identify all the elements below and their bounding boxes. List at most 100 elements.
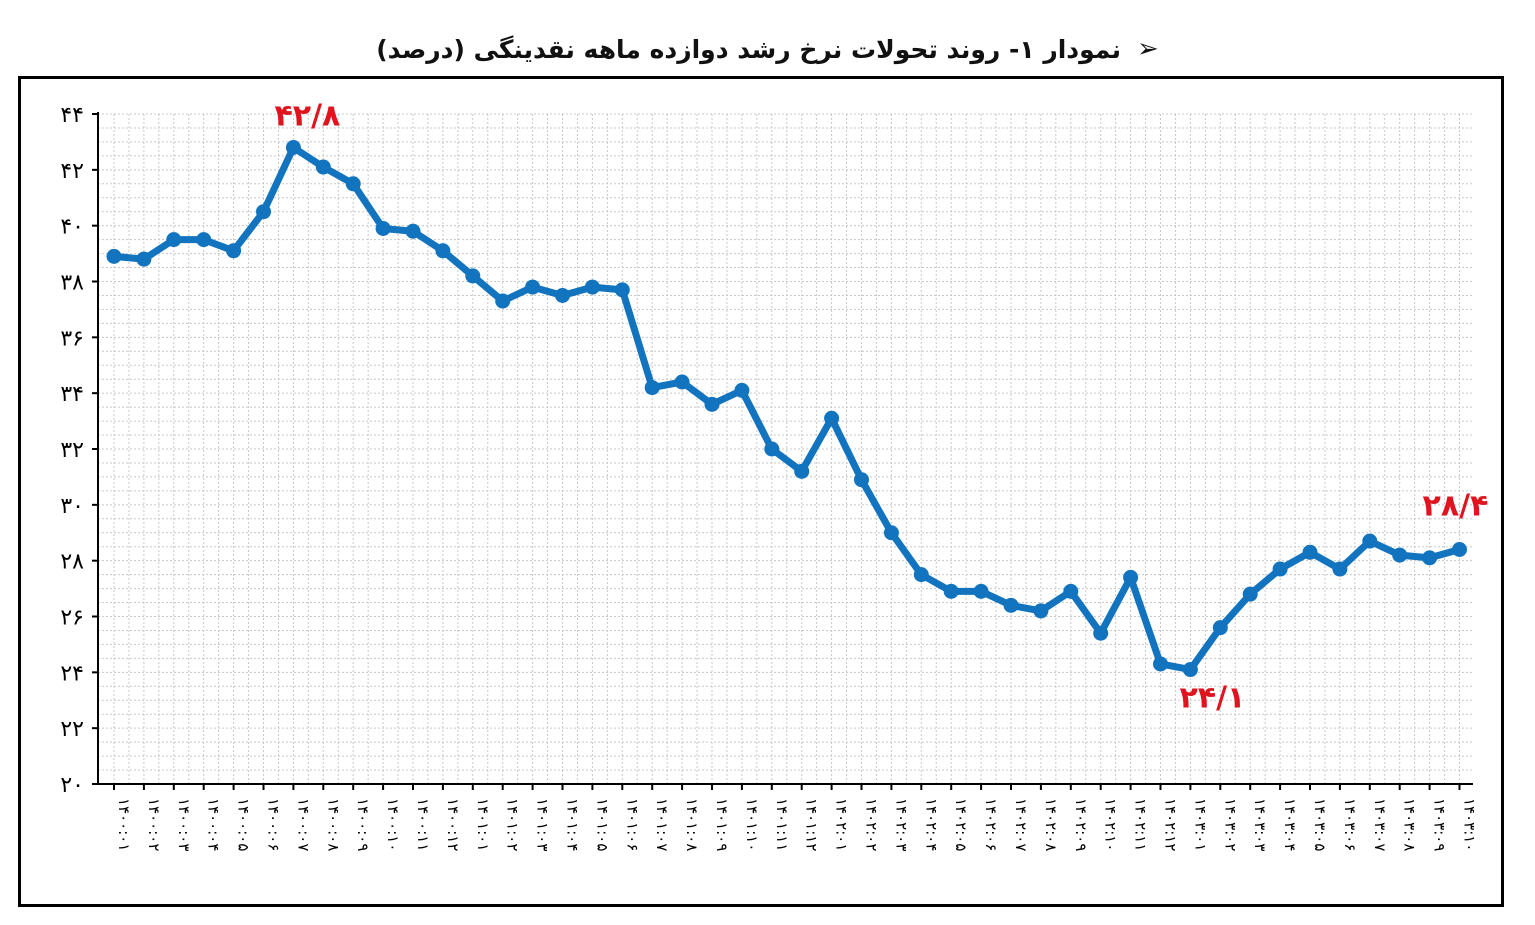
data-point: [584, 279, 600, 295]
x-tick-label: ۱۴۰۳:۰۳: [1251, 798, 1269, 851]
x-tick-label: ۱۴۰۱:۱۰: [743, 798, 761, 851]
data-point: [166, 232, 182, 248]
x-tick-label: ۱۴۰۱:۱۲: [803, 798, 821, 851]
arrow-bullet-icon: ➢: [1136, 34, 1159, 64]
x-tick-label: ۱۴۰۰:۰۳: [175, 798, 193, 851]
x-tick-label: ۱۴۰۳:۰۵: [1311, 798, 1329, 851]
data-point: [1332, 561, 1348, 577]
data-point: [226, 243, 242, 259]
data-point: [1272, 561, 1288, 577]
data-point: [405, 223, 421, 239]
data-point: [1033, 603, 1049, 619]
y-tick-label: ۳۰: [60, 494, 84, 519]
y-tick-label: ۴۴: [60, 103, 84, 128]
y-tick-label: ۲۸: [60, 550, 84, 575]
x-tick-label: ۱۴۰۱:۰۹: [713, 798, 731, 851]
y-tick-label: ۳۶: [60, 326, 84, 351]
x-tick-label: ۱۴۰۳:۰۱: [1191, 798, 1209, 851]
data-point: [285, 140, 301, 155]
x-tick-label: ۱۴۰۰:۱۱: [414, 798, 432, 851]
data-point: [704, 396, 720, 412]
x-tick-label: ۱۴۰۲:۰۲: [863, 798, 881, 851]
data-point: [555, 287, 570, 303]
x-tick-label: ۱۴۰۲:۰۶: [982, 798, 1000, 851]
data-point: [1123, 569, 1139, 585]
data-point: [435, 243, 451, 259]
x-tick-label: ۱۴۰۰:۱۰: [384, 798, 402, 851]
x-tick-label: ۱۴۰۲:۱۰: [1102, 798, 1120, 851]
y-tick-label: ۴۰: [60, 215, 84, 240]
title-row: نمودار ۱- روند تحولات نرخ رشد دوازده ماه…: [0, 24, 1535, 74]
x-tick-label: ۱۴۰۰:۰۹: [354, 798, 372, 851]
x-tick-label: ۱۴۰۱:۰۳: [534, 798, 552, 851]
data-label: ۲۴/۱: [1179, 681, 1245, 716]
x-tick-label: ۱۴۰۱:۱۱: [773, 798, 791, 851]
x-tick-label: ۱۴۰۳:۰۸: [1401, 798, 1419, 851]
x-tick-label: ۱۴۰۲:۱۲: [1162, 798, 1180, 851]
data-point: [1302, 544, 1318, 560]
data-point: [465, 268, 481, 284]
data-point: [824, 410, 840, 426]
data-point: [525, 279, 541, 295]
x-tick-label: ۱۴۰۲:۰۷: [1012, 798, 1030, 851]
data-point: [644, 380, 660, 396]
data-point: [854, 472, 869, 488]
x-tick-label: ۱۴۰۲:۰۹: [1072, 798, 1090, 851]
chart-title: نمودار ۱- روند تحولات نرخ رشد دوازده ماه…: [376, 34, 1121, 64]
data-label: ۴۲/۸: [274, 99, 340, 134]
data-point: [1242, 586, 1258, 602]
data-point: [1182, 662, 1198, 678]
x-tick-label: ۱۴۰۱:۰۷: [653, 798, 671, 851]
data-point: [315, 159, 331, 175]
x-tick-label: ۱۴۰۰:۰۴: [205, 798, 223, 851]
data-point: [1093, 625, 1109, 641]
y-tick-label: ۲۴: [60, 661, 84, 686]
x-tick-label: ۱۴۰۳:۰۲: [1221, 798, 1239, 851]
data-point: [1212, 620, 1228, 636]
y-tick-label: ۲۲: [60, 717, 84, 742]
x-tick-label: ۱۴۰۳:۱۰: [1461, 798, 1479, 851]
x-tick-label: ۱۴۰۰:۱۲: [444, 798, 462, 851]
data-point: [1153, 656, 1168, 672]
data-point: [764, 441, 780, 457]
data-point: [794, 463, 810, 479]
x-tick-label: ۱۴۰۰:۰۲: [145, 798, 163, 851]
data-point: [883, 525, 899, 541]
x-tick-label: ۱۴۰۱:۰۱: [474, 798, 492, 851]
x-tick-label: ۱۴۰۲:۰۵: [952, 798, 970, 851]
y-tick-label: ۳۴: [60, 382, 84, 407]
data-point: [674, 374, 690, 390]
data-point: [1003, 597, 1019, 613]
data-point: [1422, 550, 1438, 566]
x-tick-label: ۱۴۰۰:۰۱: [115, 798, 133, 851]
x-tick-label: ۱۴۰۰:۰۸: [324, 798, 342, 851]
data-point: [943, 583, 959, 599]
x-tick-label: ۱۴۰۱:۰۴: [564, 798, 582, 851]
x-tick-label: ۱۴۰۱:۰۶: [623, 798, 641, 851]
x-tick-label: ۱۴۰۲:۱۱: [1132, 798, 1150, 851]
x-tick-label: ۱۴۰۱:۰۵: [593, 798, 611, 851]
x-tick-label: ۱۴۰۲:۰۸: [1042, 798, 1060, 851]
data-point: [345, 176, 361, 192]
x-tick-label: ۱۴۰۰:۰۷: [294, 798, 312, 851]
data-point: [256, 204, 271, 220]
x-tick-label: ۱۴۰۰:۰۵: [235, 798, 253, 851]
data-point: [913, 567, 929, 583]
data-point: [106, 248, 122, 264]
x-tick-label: ۱۴۰۲:۰۱: [833, 798, 851, 851]
x-tick-label: ۱۴۰۰:۰۶: [265, 798, 283, 851]
x-tick-label: ۱۴۰۳:۰۴: [1281, 798, 1299, 851]
data-point: [196, 232, 212, 248]
data-point: [495, 293, 511, 309]
x-tick-label: ۱۴۰۳:۰۶: [1341, 798, 1359, 851]
y-tick-label: ۲۶: [60, 606, 84, 631]
line-chart: ۲۰ ۲۲ ۲۴ ۲۶ ۲۸ ۳۰ ۳۲ ۳۴ ۳۶ ۳۸ ۴۰ ۴۲ ۴۴ ۱۴۰۰:۰۱ ۱۴۰۰:۰۲…: [60, 99, 1488, 852]
x-tick-label: ۱۴۰۲:۰۳: [892, 798, 910, 851]
data-point: [1392, 547, 1408, 563]
x-tick-label: ۱۴۰۳:۰۹: [1431, 798, 1449, 851]
data-point: [734, 382, 750, 398]
data-point: [1452, 542, 1467, 557]
data-point: [614, 282, 630, 298]
x-tick-label: ۱۴۰۱:۰۲: [504, 798, 522, 851]
x-tick-label: ۱۴۰۲:۰۴: [922, 798, 940, 851]
